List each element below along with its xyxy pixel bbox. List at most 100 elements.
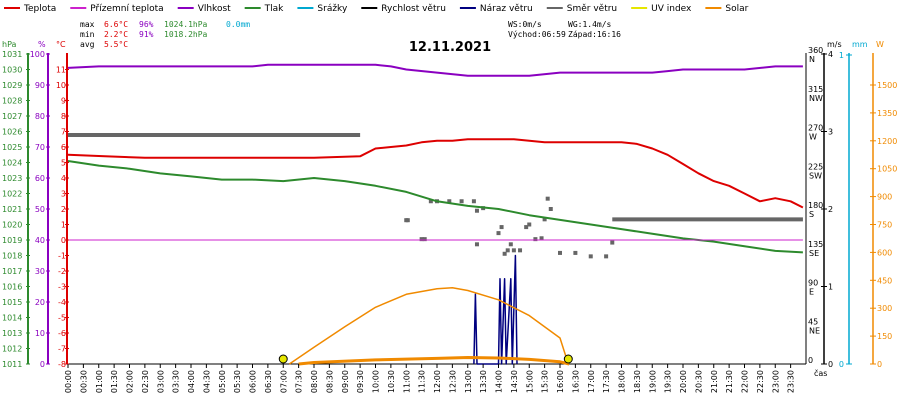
solar-tick: 300 [877, 304, 892, 313]
wind-direction-point [533, 237, 538, 242]
dir-label: NW [809, 94, 823, 103]
unit-hpa: hPa [2, 40, 17, 49]
wind-direction-point [508, 242, 513, 247]
x-tick: 01:00 [95, 370, 104, 393]
wind-tick: 0 [828, 360, 833, 369]
stat-1-1: 2.2°C [104, 30, 128, 39]
temp-tick: 4 [61, 174, 66, 183]
humidity-tick: 60 [35, 174, 45, 183]
x-tick: 00:30 [79, 370, 88, 393]
x-tick: 06:30 [264, 370, 273, 393]
humidity-tick: 50 [35, 205, 45, 214]
x-tick: 13:00 [464, 370, 473, 393]
wind-direction-point [428, 199, 433, 204]
temp-tick: 1 [61, 221, 66, 230]
unit-mm: mm [852, 40, 868, 49]
axes: hPa% °C1031103010291028102710261025102410… [2, 40, 897, 369]
x-tick: 07:30 [295, 370, 304, 393]
legend: Teplota Přízemní teplota Vlhkost Tlak Srážky… [4, 4, 749, 14]
solar-tick: 1500 [877, 81, 897, 90]
temp-tick: 5 [61, 159, 66, 168]
chart-title: 12.11.2021 [409, 40, 491, 55]
legend-label-0: Teplota [23, 4, 56, 14]
legend-label-4: Srážky [317, 4, 348, 14]
wind-direction-point [505, 248, 510, 253]
temp-tick: -7 [58, 345, 66, 354]
temp-tick: -3 [58, 283, 66, 292]
x-tick: 14:30 [510, 370, 519, 393]
series-tlak [67, 160, 803, 254]
wind-direction-point [558, 250, 562, 255]
wind-direction-point [405, 218, 410, 223]
x-tick: 03:00 [156, 370, 165, 393]
x-tick: 20:30 [694, 370, 703, 393]
solar-tick: 1050 [877, 165, 897, 174]
x-tick: 09:30 [356, 370, 365, 393]
dir-tick: 360 [808, 46, 823, 55]
dir-label: E [809, 288, 814, 297]
solar-tick: 750 [877, 221, 892, 230]
pressure-tick: 1026 [2, 128, 22, 137]
series-solar-current- [298, 356, 570, 366]
x-tick: 09:00 [341, 370, 350, 393]
humidity-tick: 80 [35, 112, 45, 121]
pressure-tick: 1021 [2, 205, 22, 214]
humidity-tick: 90 [35, 81, 45, 90]
dir-label: W [809, 133, 817, 142]
humidity-tick: 100 [30, 50, 45, 59]
x-tick: 23:30 [787, 370, 796, 393]
pressure-tick: 1020 [2, 221, 22, 230]
pressure-tick: 1024 [2, 159, 22, 168]
series-solar [288, 286, 570, 365]
stat-0-4: 0.0mm [226, 20, 250, 29]
humidity-tick: 20 [35, 298, 45, 307]
wind-direction-point [548, 207, 553, 211]
stat-0-3: 1024.1hPa [164, 20, 208, 29]
wind-direction-point [459, 199, 464, 204]
wind-direction-point [447, 199, 452, 204]
x-tick: 10:30 [387, 370, 396, 393]
temp-tick: -4 [58, 298, 66, 307]
x-tick: 11:00 [402, 370, 411, 393]
wind-direction-point [474, 208, 479, 213]
x-tick: 22:00 [741, 370, 750, 393]
dir-label: SE [809, 249, 819, 258]
temp-tick: -6 [58, 329, 66, 338]
x-axis-label: čas [814, 368, 827, 378]
dir-tick: 315 [808, 85, 823, 94]
legend-label-3: Tlak [264, 4, 285, 14]
pressure-tick: 1016 [2, 283, 22, 292]
wind-tick: 2 [828, 205, 833, 214]
pressure-tick: 1017 [2, 267, 22, 276]
solar-tick: 150 [877, 332, 892, 341]
wind-direction-point [524, 225, 529, 230]
pressure-tick: 1013 [2, 329, 22, 338]
wind-direction-point [542, 217, 547, 222]
rain-tick: 0 [839, 360, 844, 369]
stat-0-0: max [80, 20, 95, 29]
wind-direction-point [496, 231, 501, 236]
wind-direction-point [604, 254, 609, 259]
wind-direction-point [518, 248, 523, 253]
x-tick: 05:30 [233, 370, 242, 393]
dir-tick: 225 [808, 162, 823, 171]
pressure-tick: 1018 [2, 252, 22, 261]
dir-label: SW [809, 171, 822, 180]
series-vlhkost [67, 63, 803, 77]
temp-tick: 0 [61, 236, 66, 245]
humidity-tick: 10 [35, 329, 45, 338]
info-wg: WG:1.4m/s [568, 20, 612, 29]
x-tick: 21:00 [710, 370, 719, 393]
series-n-raz-v-tru [473, 254, 518, 365]
series-teplota [67, 138, 804, 209]
x-axis: 00:00 00:30 01:00 01:30 02:00 02:30 03:00 03:30… [64, 364, 827, 393]
x-tick: 20:00 [679, 370, 688, 393]
wind-direction-point [499, 225, 504, 230]
wind-direction-point [610, 240, 615, 245]
x-tick: 04:30 [202, 370, 211, 393]
wind-direction-point [419, 237, 424, 242]
pressure-tick: 1022 [2, 190, 22, 199]
wind-tick: 4 [828, 50, 833, 59]
temp-tick: 9 [61, 97, 66, 106]
